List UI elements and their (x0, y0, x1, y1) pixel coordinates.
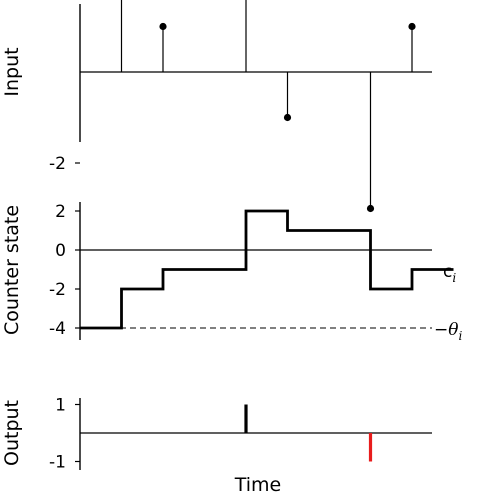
output-y-axis-label: Output (1, 400, 23, 466)
y-tick-label: -2 (49, 154, 66, 174)
counter-y-axis-label: Counter state (1, 205, 23, 335)
output-panel: 1 -1 Output Time (1, 396, 432, 496)
input-stem-marker (366, 204, 375, 213)
output-spikes (244, 404, 373, 462)
counter-series-label-sub: i (452, 271, 456, 285)
x-axis-label: Time (234, 474, 282, 496)
y-tick-label: -4 (49, 319, 66, 339)
y-tick-label: 2 (55, 202, 66, 222)
threshold-label-sign: − (434, 320, 448, 340)
output-axes: 1 -1 (49, 396, 432, 473)
threshold-label-symbol: θ (448, 320, 458, 340)
counter-steps (80, 209, 454, 330)
input-stems (120, 0, 416, 213)
input-stem-marker (283, 113, 292, 122)
counter-series-label-main: c (443, 262, 452, 282)
y-tick-label: -1 (49, 453, 66, 473)
counter-axes: 2 0 -2 -4 (49, 202, 432, 340)
input-panel: 2-2 Input (1, 0, 432, 213)
input-y-axis-label: Input (1, 47, 23, 96)
y-tick-label: -2 (49, 280, 66, 300)
counter-series-label: ci (443, 262, 456, 285)
y-tick-label: 1 (55, 396, 66, 416)
threshold-label: −θi (434, 320, 463, 343)
input-stem-marker (159, 22, 167, 31)
input-axes: 2-2 (49, 4, 432, 174)
threshold-label-sub: i (459, 329, 463, 343)
counter-state-step-line (80, 209, 454, 330)
counter-panel: 20-2-4 Counter state ci −θi (1, 202, 463, 343)
y-tick-label: 0 (55, 241, 66, 261)
input-stem-marker (408, 22, 416, 31)
